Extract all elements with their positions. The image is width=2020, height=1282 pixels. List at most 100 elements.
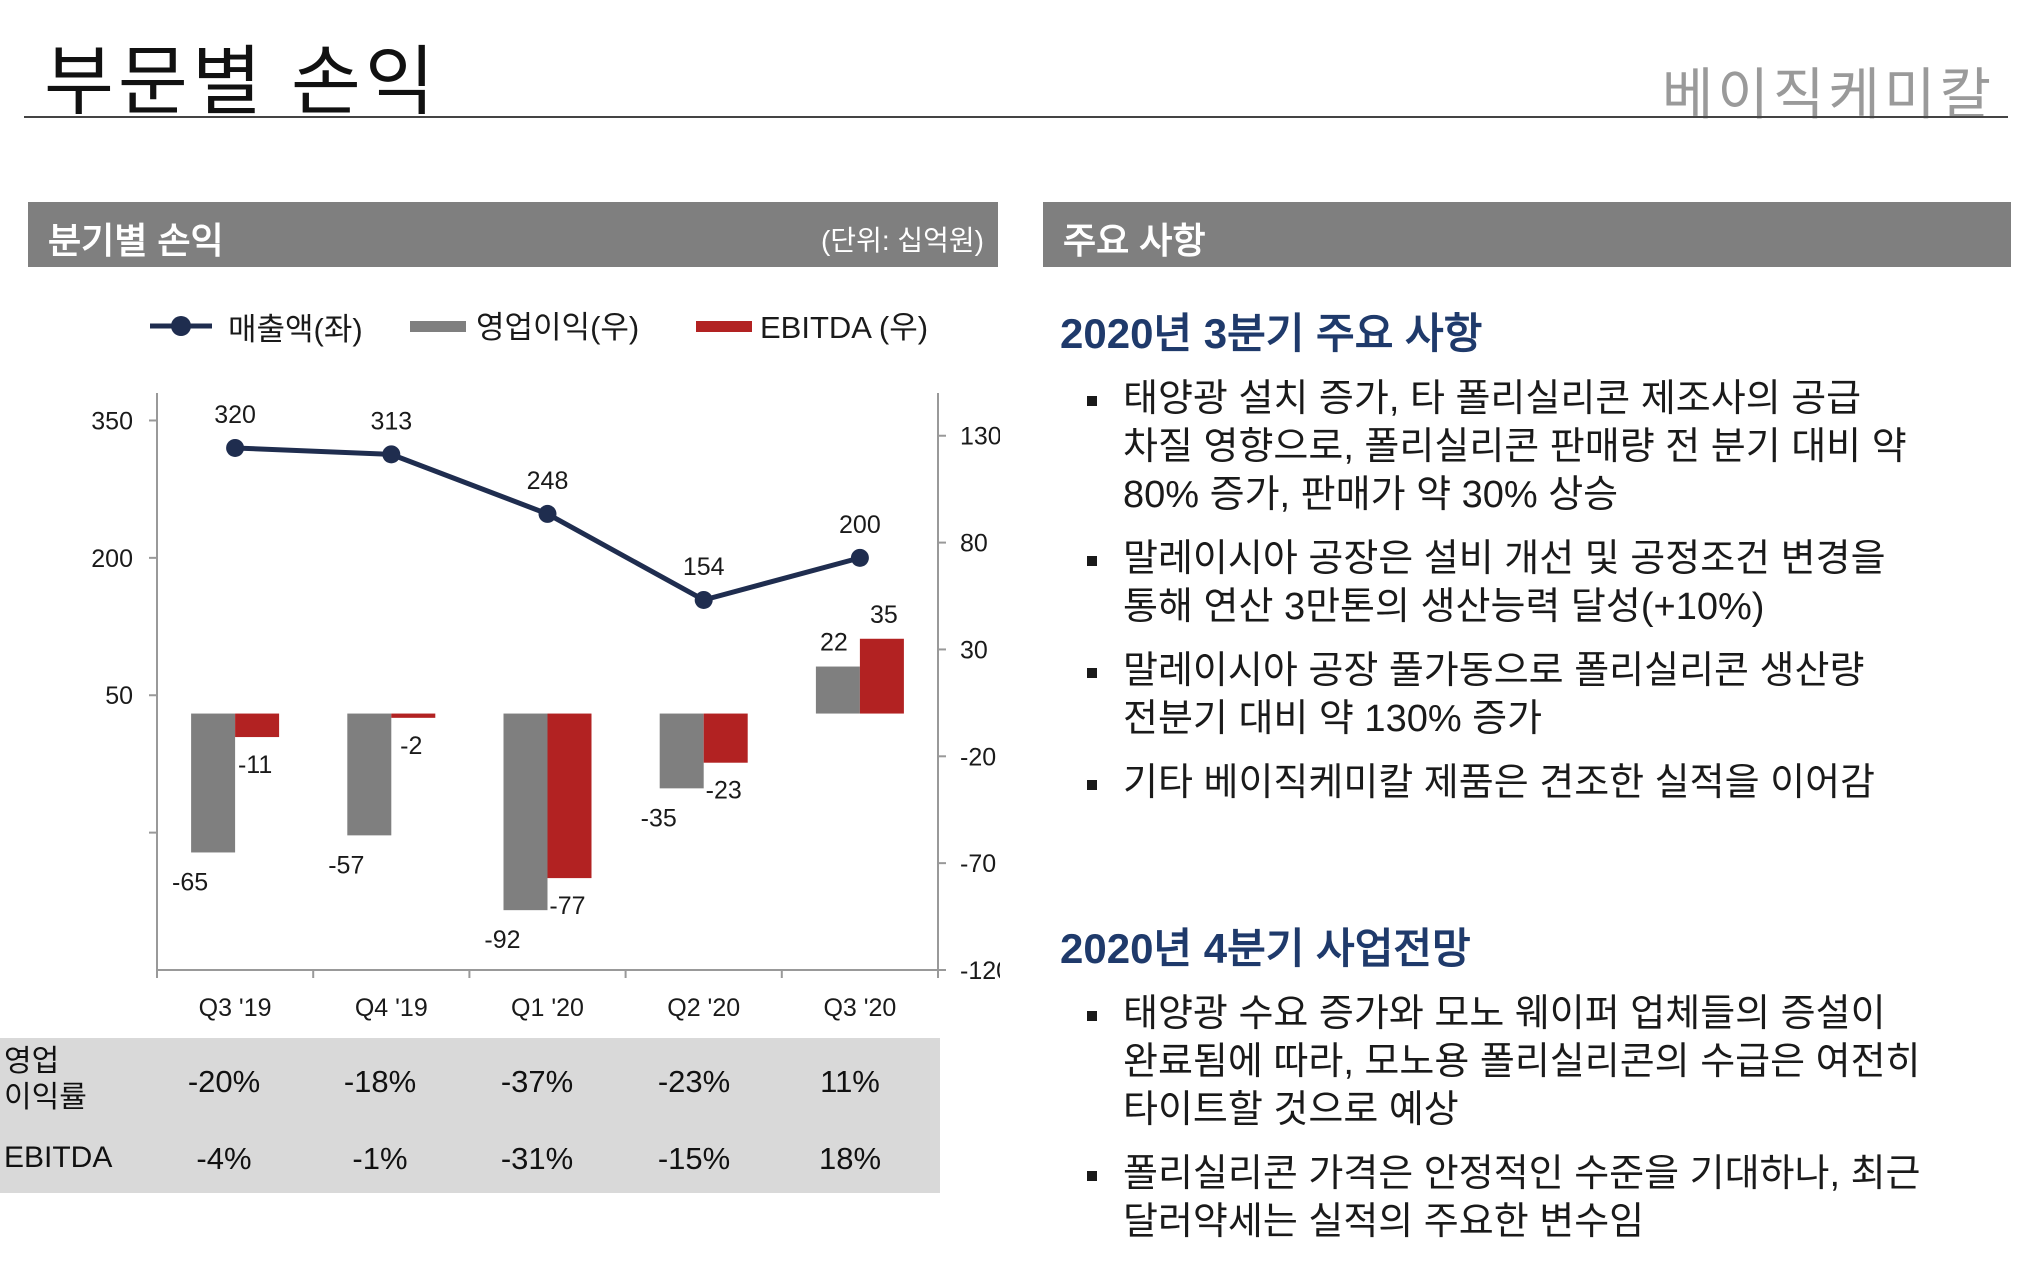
left-axis-tick-label: 50 (105, 682, 133, 710)
list-item: 태양광 수요 증가와 모노 웨이퍼 업체들의 증설이 완료됨에 따라, 모노용 … (1060, 990, 2000, 1134)
q3-highlights-list: 태양광 설치 증가, 타 폴리실리콘 제조사의 공급 차질 영향으로, 폴리실리… (1060, 375, 2000, 807)
x-axis-category-label: Q4 '19 (355, 994, 428, 1022)
op-profit-bar (815, 666, 860, 714)
bullet-line: 달러약세는 실적의 주요한 변수임 (1123, 1201, 1645, 1243)
bullet-square-icon (1087, 1171, 1097, 1181)
op-profit-bar (347, 713, 392, 836)
bullet-line: 태양광 수요 증가와 모노 웨이퍼 업체들의 증설이 (1123, 993, 1886, 1035)
legend-sales: 매출액(좌) (228, 312, 363, 347)
bullet-line: 전분기 대비 약 130% 증가 (1123, 698, 1543, 740)
q4-outlook-list: 태양광 수요 증가와 모노 웨이퍼 업체들의 증설이 완료됨에 따라, 모노용 … (1060, 990, 2000, 1246)
right-axis-tick-label: -120 (960, 957, 1000, 985)
op-profit-bar (503, 713, 548, 911)
op-profit-data-label: -65 (172, 868, 208, 896)
brand-name: 베이직케미칼 (1661, 63, 1995, 126)
list-item: 태양광 설치 증가, 타 폴리실리콘 제조사의 공급 차질 영향으로, 폴리실리… (1060, 375, 2000, 519)
legend-ebitda: EBITDA (우) (760, 310, 928, 345)
bullet-square-icon (1087, 396, 1097, 406)
x-axis-category-label: Q2 '20 (667, 994, 740, 1022)
chart-legend: 매출액(좌) 영업이익(우) EBITDA (우) (150, 310, 928, 347)
bullet-line: 폴리실리콘 가격은 안정적인 수준을 기대하나, 최근 (1123, 1153, 1921, 1195)
quarterly-pl-title: 분기별 손익 (48, 220, 224, 261)
ebitda-bar (391, 713, 436, 718)
ebitda-bar (703, 713, 748, 763)
op-margin-cell: -23% (657, 1064, 731, 1099)
op-profit-data-label: 22 (820, 629, 848, 657)
ebitda-data-label: -11 (238, 751, 272, 779)
ebitda-margin-cell: -31% (500, 1141, 574, 1176)
bullet-line: 80% 증가, 판매가 약 30% 상승 (1123, 474, 1619, 516)
right-axis-tick-label: 30 (960, 636, 988, 664)
right-axis-tick-label: 130 (960, 423, 1000, 451)
key-points-panel: 2020년 3분기 주요 사항 태양광 설치 증가, 타 폴리실리콘 제조사의 … (1060, 300, 2000, 1262)
op-profit-data-label: -92 (484, 926, 520, 954)
ebitda-data-label: -77 (549, 892, 585, 920)
op-margin-cell: -18% (343, 1064, 417, 1099)
op-profit-data-label: -57 (328, 851, 364, 879)
quarterly-pl-chart: 매출액(좌) 영업이익(우) EBITDA (우) 350 200 50 130 80 3… (91, 310, 1000, 1022)
op-margin-cell: -37% (500, 1064, 574, 1099)
sales-point (694, 590, 713, 609)
sales-point (382, 445, 401, 464)
key-points-title: 주요 사항 (1063, 220, 1206, 261)
op-margin-cell: 11% (820, 1064, 880, 1099)
ebitda-data-label: 35 (870, 601, 898, 629)
bullet-square-icon (1087, 780, 1097, 790)
x-axis-category-label: Q3 '20 (823, 994, 896, 1022)
page-title: 부문별 손익 (44, 40, 439, 125)
op-profit-bar (191, 713, 236, 853)
ebitda-data-label: -2 (400, 732, 422, 760)
right-axis-tick-label: -70 (960, 850, 996, 878)
bullet-square-icon (1087, 1011, 1097, 1021)
ebitda-data-label: -23 (706, 777, 742, 805)
op-margin-label: 영업 이익률 (4, 1044, 87, 1116)
op-margin-label-line1: 영업 (4, 1045, 60, 1078)
ebitda-margin-cell: -4% (196, 1141, 252, 1176)
left-axis-tick-label: 350 (91, 407, 133, 435)
list-item: 말레이시아 공장 풀가동으로 폴리실리콘 생산량 전분기 대비 약 130% 증… (1060, 647, 2000, 743)
legend-op-profit: 영업이익(우) (476, 310, 639, 345)
ebitda-margin-cell: -1% (352, 1141, 408, 1176)
right-axis-tick-label: -20 (960, 743, 996, 771)
sales-data-label: 154 (683, 553, 725, 581)
bullet-square-icon (1087, 668, 1097, 678)
sales-point (850, 548, 869, 567)
q4-outlook-title: 2020년 4분기 사업전망 (1060, 925, 1471, 972)
ebitda-margin-cell: 18% (818, 1141, 882, 1176)
sales-point (538, 504, 557, 523)
quarterly-pl-header: 분기별 손익 (단위: 십억원) (28, 202, 998, 267)
list-item: 기타 베이직케미칼 제품은 견조한 실적을 이어감 (1060, 759, 2000, 807)
op-profit-data-label: -35 (641, 804, 677, 832)
ebitda-bar (235, 713, 280, 738)
op-margin-label-line2: 이익률 (4, 1081, 87, 1114)
legend-marker (171, 316, 191, 336)
legend-op-swatch (410, 321, 466, 332)
q3-highlights-title: 2020년 3분기 주요 사항 (1060, 310, 1483, 357)
x-axis-category-label: Q3 '19 (199, 994, 272, 1022)
op-profit-bar (659, 713, 704, 789)
bullet-line: 차질 영향으로, 폴리실리콘 판매량 전 분기 대비 약 (1123, 426, 1907, 468)
list-item: 폴리실리콘 가격은 안정적인 수준을 기대하나, 최근 달러약세는 실적의 주요… (1060, 1150, 2000, 1246)
right-axis-tick-label: 80 (960, 530, 988, 558)
legend-ebitda-swatch (696, 321, 752, 332)
ebitda-bar (547, 713, 592, 879)
sales-point (226, 438, 245, 457)
list-item: 말레이시아 공장은 설비 개선 및 공정조건 변경을 통해 연산 3만톤의 생산… (1060, 535, 2000, 631)
bullet-line: 통해 연산 3만톤의 생산능력 달성(+10%) (1123, 586, 1765, 628)
ebitda-margin-cell: -15% (657, 1141, 731, 1176)
sales-data-label: 313 (370, 407, 412, 435)
op-margin-cell: -20% (187, 1064, 261, 1099)
left-axis-tick-label: 200 (91, 545, 133, 573)
sales-data-label: 248 (527, 467, 569, 495)
ebitda-margin-label: EBITDA (4, 1141, 113, 1174)
bullet-line: 완료됨에 따라, 모노용 폴리실리콘의 수급은 여전히 (1123, 1041, 1921, 1083)
unit-label: (단위: 십억원) (820, 225, 984, 256)
key-points-header: 주요 사항 (1043, 202, 2011, 267)
margin-table: 영업 이익률 -20% -18% -37% -23% 11% EBITDA -4… (0, 1038, 940, 1193)
sales-data-label: 320 (214, 401, 256, 429)
x-axis-category-label: Q1 '20 (511, 994, 584, 1022)
bullet-line: 말레이시아 공장 풀가동으로 폴리실리콘 생산량 (1123, 650, 1865, 692)
sales-data-label: 200 (839, 511, 881, 539)
title-divider (24, 116, 2008, 118)
bullet-line: 태양광 설치 증가, 타 폴리실리콘 제조사의 공급 (1123, 378, 1862, 420)
